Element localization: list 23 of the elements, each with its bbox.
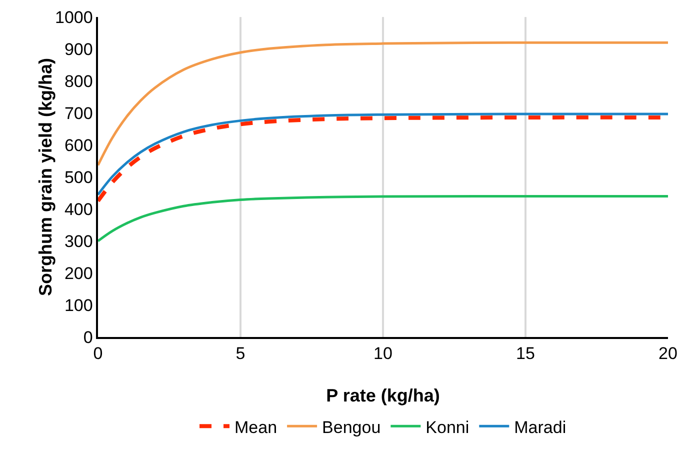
x-tick-label: 20 — [658, 344, 678, 364]
x-tick-label: 10 — [374, 344, 392, 364]
y-tick-label: 0 — [83, 328, 93, 347]
legend-label: Konni — [426, 418, 470, 437]
y-tick-label: 300 — [64, 232, 93, 251]
y-tick-label: 800 — [64, 72, 93, 91]
legend-label: Maradi — [514, 418, 566, 437]
y-tick-label: 700 — [64, 104, 93, 123]
y-tick-label: 500 — [64, 168, 93, 187]
y-tick-label: 400 — [64, 200, 93, 219]
legend-label: Mean — [234, 418, 278, 437]
y-tick-label: 100 — [64, 296, 93, 315]
line-series — [98, 41, 668, 166]
line-series — [98, 194, 668, 242]
x-tick-label: 15 — [516, 344, 535, 364]
y-axis-title: Sorghum grain yield (kg/ha) — [36, 58, 56, 296]
y-tick-label: 900 — [64, 40, 93, 59]
x-axis-title: P rate (kg/ha) — [326, 386, 440, 406]
y-tick-label: 1000 — [55, 8, 93, 27]
x-tick-label: 5 — [236, 344, 246, 364]
y-tick-label: 200 — [64, 264, 93, 283]
legend-label: Bengou — [322, 418, 381, 437]
y-tick-label: 600 — [64, 136, 93, 155]
